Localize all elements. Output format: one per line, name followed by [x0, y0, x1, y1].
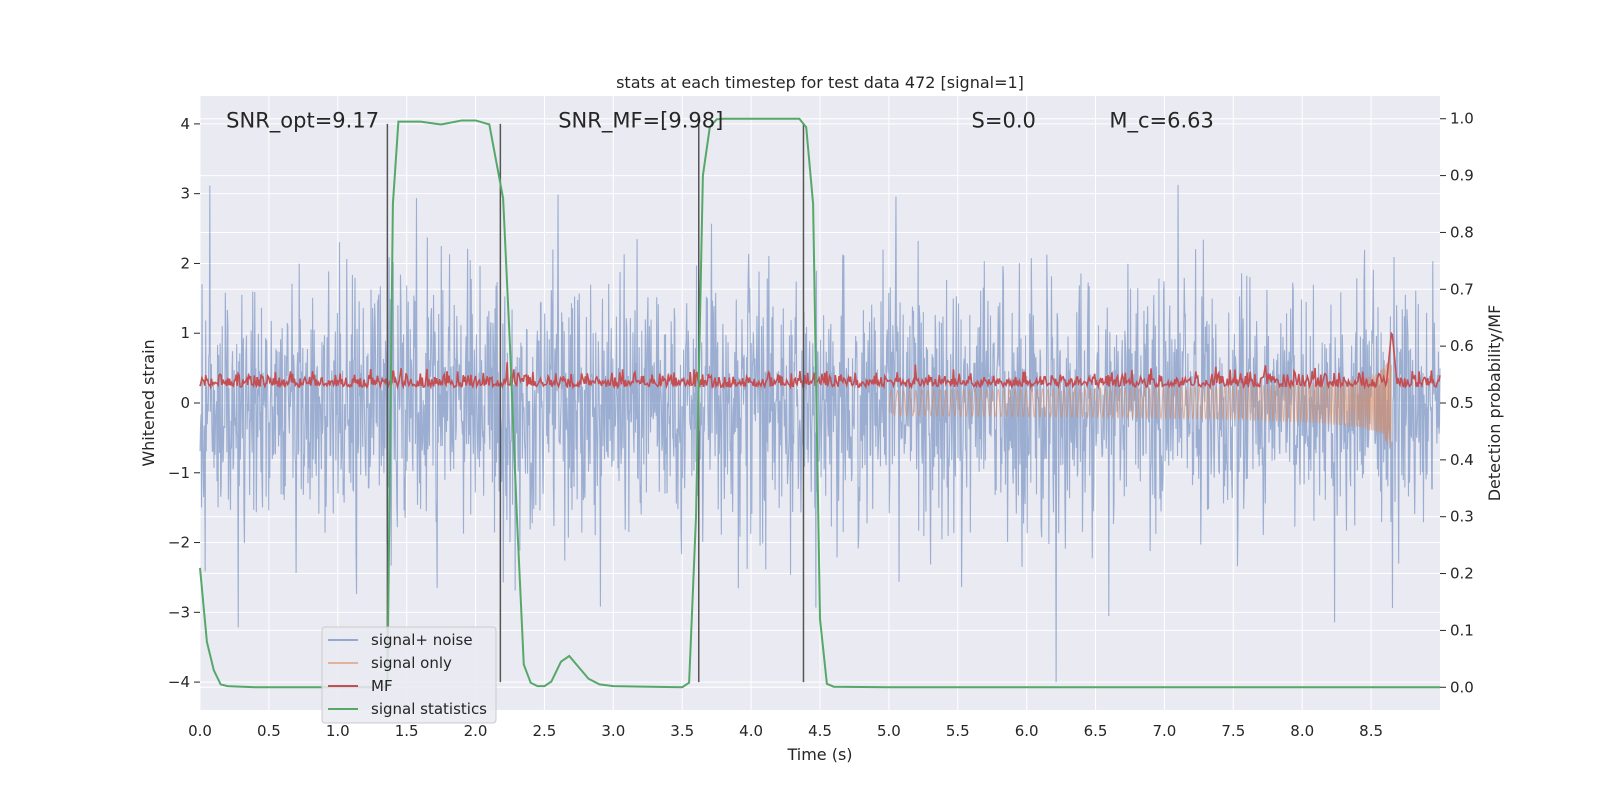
mf-line: [199, 331, 1441, 391]
x-tick-label: 8.0: [1290, 722, 1314, 740]
y-tick-label-left: −2: [168, 534, 190, 552]
mf-series: [199, 331, 1441, 391]
x-axis: 0.0 0.5 1.0 1.5 2.0 2.5 3.0 3.5 4.0 4.5 5.0 5.5 6.0 6…: [188, 722, 1383, 740]
x-tick-label: 4.0: [739, 722, 763, 740]
noise-series: [199, 184, 1441, 683]
x-tick-label: 5.5: [946, 722, 970, 740]
y-tick-label-right: 0.0: [1450, 678, 1474, 696]
x-tick-label: 3.5: [670, 722, 694, 740]
y-axis-right: 0.0 0.1 0.2 0.3 0.4 0.5 0.6 0.7 0.8 0.9 1.0: [1440, 110, 1474, 696]
y-tick-label-left: 4: [180, 115, 190, 133]
x-tick-label: 7.0: [1153, 722, 1177, 740]
annotation-text: SNR_opt=9.17: [226, 108, 379, 133]
x-tick-label: 1.0: [326, 722, 350, 740]
x-axis-label: Time (s): [786, 745, 852, 764]
y-tick-label-left: −3: [168, 603, 190, 621]
y-axis-left: −4 −3 −2 −1 0 1 2 3 4: [168, 115, 200, 691]
x-tick-label: 2.5: [533, 722, 557, 740]
x-tick-label: 3.0: [601, 722, 625, 740]
y-tick-label-right: 0.2: [1450, 565, 1474, 583]
x-tick-label: 6.5: [1084, 722, 1108, 740]
legend-box: [321, 626, 497, 724]
y-axis-label-left: Whitened strain: [139, 339, 158, 466]
annotation-text: S=0.0: [972, 108, 1036, 132]
x-tick-label: 6.0: [1015, 722, 1039, 740]
x-tick-label: 8.5: [1359, 722, 1383, 740]
legend-label-statistics: signal statistics: [371, 700, 487, 718]
legend-label-noise: signal+ noise: [371, 631, 473, 649]
x-tick-label: 0.0: [188, 722, 212, 740]
y-tick-label-left: −1: [168, 464, 190, 482]
x-tick-label: 1.5: [395, 722, 419, 740]
x-tick-label: 4.5: [808, 722, 832, 740]
x-tick-label: 2.0: [464, 722, 488, 740]
y-tick-label-right: 0.9: [1450, 167, 1474, 185]
legend-label-mf: MF: [371, 677, 393, 695]
y-axis-label-right: Detection probability/MF: [1485, 305, 1504, 502]
x-tick-label: 5.0: [877, 722, 901, 740]
signal-only-series: [888, 353, 1392, 448]
signal-only-line: [888, 353, 1392, 448]
x-tick-label: 0.5: [257, 722, 281, 740]
y-tick-label-left: 3: [180, 185, 190, 203]
y-tick-label-right: 0.8: [1450, 223, 1474, 241]
y-tick-label-left: −4: [168, 673, 190, 691]
y-tick-label-left: 2: [180, 254, 190, 272]
y-tick-label-left: 1: [180, 324, 190, 342]
chart-title: stats at each timestep for test data 472…: [616, 73, 1024, 92]
noise-line: [199, 184, 1441, 683]
legend: signal+ noise signal only MF signal stat…: [321, 626, 497, 724]
annotations: SNR_opt=9.17 SNR_MF=[9.98] S=0.0 M_c=6.63: [226, 108, 1214, 133]
y-tick-label-right: 0.1: [1450, 621, 1474, 639]
y-tick-label-right: 1.0: [1450, 110, 1474, 128]
y-tick-label-right: 0.3: [1450, 508, 1474, 526]
y-tick-label-right: 0.6: [1450, 337, 1474, 355]
y-tick-label-right: 0.7: [1450, 280, 1474, 298]
y-tick-label-left: 0: [180, 394, 190, 412]
x-tick-label: 7.5: [1221, 722, 1245, 740]
annotation-text: SNR_MF=[9.98]: [558, 108, 723, 133]
y-tick-label-right: 0.4: [1450, 451, 1474, 469]
legend-label-signal: signal only: [371, 654, 452, 672]
annotation-text: M_c=6.63: [1109, 108, 1214, 133]
y-tick-label-right: 0.5: [1450, 394, 1474, 412]
